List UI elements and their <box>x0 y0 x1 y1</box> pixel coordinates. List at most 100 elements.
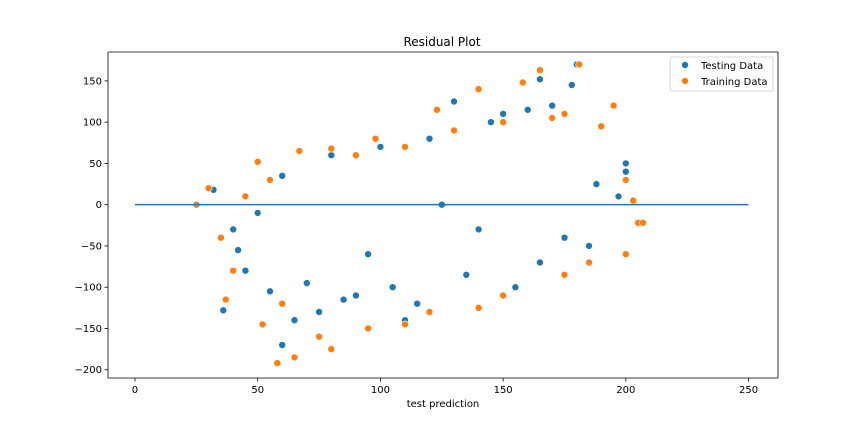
chart-title: Residual Plot <box>403 35 480 49</box>
data-point <box>352 291 360 300</box>
data-point <box>523 106 532 114</box>
data-point <box>219 306 228 315</box>
data-point <box>222 295 230 304</box>
x-axis-title: test prediction <box>407 399 480 410</box>
data-point <box>425 308 434 316</box>
data-point <box>450 97 458 106</box>
data-point <box>273 359 282 367</box>
x-tick-label: 0 <box>132 385 138 396</box>
data-point <box>560 270 569 279</box>
data-point <box>217 233 225 242</box>
data-point <box>474 85 483 93</box>
scatter-marks <box>192 60 647 367</box>
data-point <box>536 75 544 83</box>
legend-marker-testing <box>681 61 689 69</box>
y-axis-ticks: −200 −150 −100 −50 0 50 100 150 <box>75 76 108 376</box>
data-point <box>413 299 422 308</box>
data-point <box>401 143 409 151</box>
data-point <box>352 151 360 159</box>
x-tick-label: 100 <box>371 385 390 396</box>
data-point <box>290 316 299 325</box>
data-point <box>614 192 623 201</box>
data-point <box>575 60 584 69</box>
y-tick-label: 0 <box>96 200 102 211</box>
legend: Testing Data Training Data <box>669 56 774 92</box>
data-point <box>204 184 213 192</box>
data-point <box>609 101 618 110</box>
axes-frame <box>107 51 779 379</box>
data-point <box>450 126 458 135</box>
y-tick-label: −100 <box>75 283 102 294</box>
x-tick-label: 200 <box>616 385 635 396</box>
data-point <box>621 159 630 168</box>
series-training <box>192 60 647 367</box>
y-tick-label: 100 <box>83 118 102 129</box>
data-point <box>433 106 441 114</box>
data-point <box>229 225 237 234</box>
data-point <box>327 345 336 353</box>
data-point <box>376 143 385 151</box>
data-point <box>567 81 576 89</box>
data-point <box>290 353 299 362</box>
data-point <box>487 118 495 126</box>
data-point <box>548 101 557 110</box>
data-point <box>639 219 647 227</box>
data-point <box>253 209 262 217</box>
legend-label-testing: Testing Data <box>700 61 763 72</box>
data-point <box>364 324 372 333</box>
data-point <box>327 144 336 153</box>
legend-box <box>669 56 774 92</box>
plot-area <box>108 52 778 378</box>
data-point <box>621 176 630 184</box>
data-point <box>536 258 544 267</box>
data-point <box>241 266 250 275</box>
data-point <box>462 270 471 279</box>
data-point <box>266 176 274 184</box>
data-point <box>592 180 601 188</box>
data-point <box>499 118 507 126</box>
data-point <box>474 303 483 312</box>
data-point <box>629 196 638 205</box>
data-point <box>499 110 507 118</box>
data-point <box>295 147 304 155</box>
data-point <box>621 167 630 176</box>
data-point <box>474 225 483 234</box>
data-point <box>339 295 348 304</box>
y-tick-label: 50 <box>89 159 102 170</box>
series-testing <box>209 60 630 349</box>
data-point <box>548 114 557 122</box>
data-point <box>518 78 527 87</box>
data-point <box>278 341 287 349</box>
data-point <box>560 110 569 118</box>
data-point <box>253 158 262 166</box>
legend-marker-training <box>681 77 689 85</box>
data-point <box>266 287 274 296</box>
data-point <box>315 308 323 316</box>
y-tick-label: −150 <box>75 324 102 335</box>
data-point <box>597 122 606 131</box>
data-point <box>229 266 237 275</box>
data-point <box>425 134 434 143</box>
data-point <box>585 242 593 250</box>
data-point <box>511 283 520 292</box>
data-point <box>536 66 544 74</box>
x-tick-label: 150 <box>494 385 513 396</box>
data-point <box>327 151 336 159</box>
data-point <box>278 299 287 308</box>
data-point <box>258 320 267 329</box>
y-tick-label: −50 <box>81 241 102 252</box>
data-point <box>585 258 593 267</box>
data-point <box>315 332 323 341</box>
data-point <box>401 320 409 329</box>
data-point <box>621 250 630 258</box>
x-tick-label: 50 <box>251 385 264 396</box>
x-tick-label: 250 <box>739 385 758 396</box>
data-point <box>302 279 311 287</box>
data-point <box>234 246 242 254</box>
data-point <box>364 250 372 258</box>
y-tick-label: 150 <box>83 76 102 87</box>
data-point <box>560 233 569 242</box>
data-point <box>371 134 380 143</box>
data-point <box>278 172 287 180</box>
